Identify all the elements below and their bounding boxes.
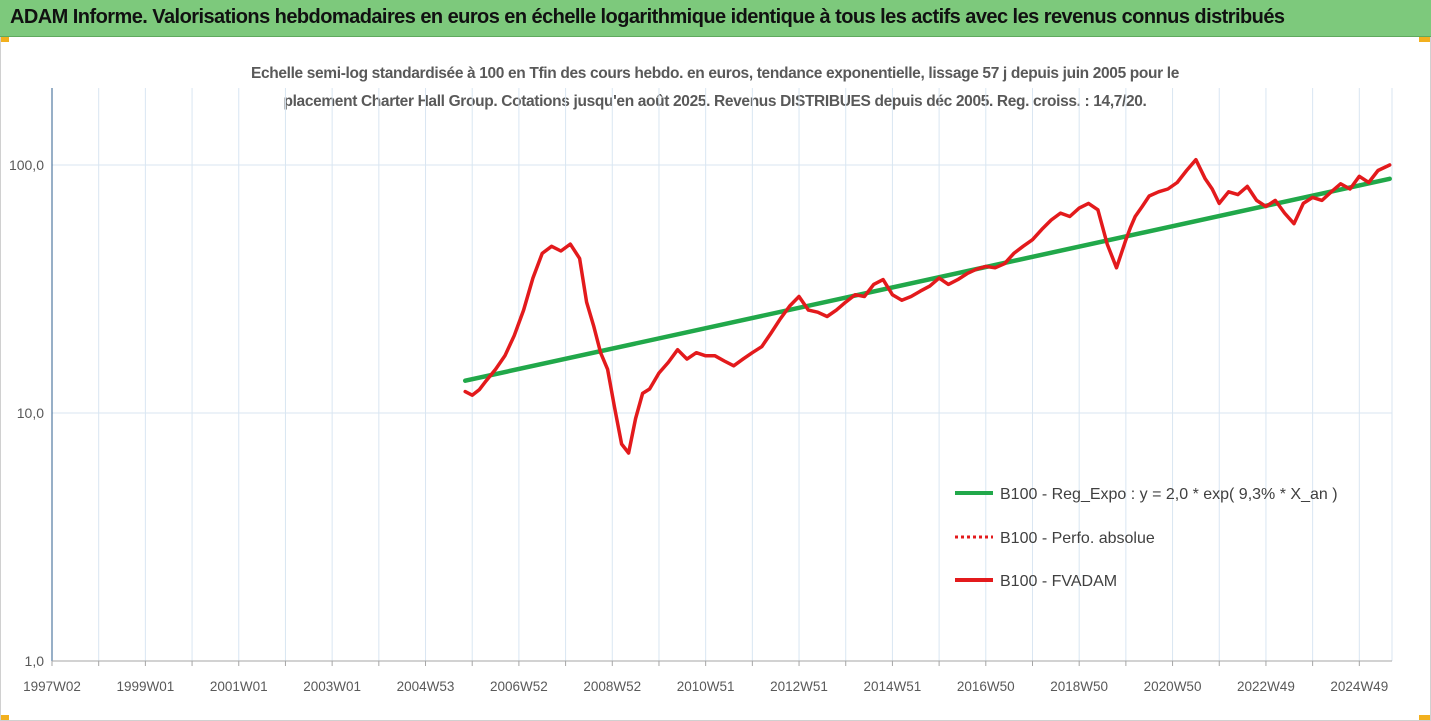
legend: B100 - Reg_Expo : y = 2,0 * exp( 9,3% * … [955, 486, 1338, 590]
corner-marker-top-left [0, 37, 9, 42]
chart-title-line-2: placement Charter Hall Group. Cotations … [283, 93, 1147, 110]
legend-label: B100 - FVADAM [1000, 573, 1117, 590]
x-tick-label: 2001W01 [210, 679, 268, 694]
x-tick-label: 1997W02 [23, 679, 81, 694]
x-tick-label: 2020W50 [1144, 679, 1202, 694]
x-tick-label: 2004W53 [397, 679, 455, 694]
x-tick-label: 2012W51 [770, 679, 828, 694]
y-tick-label: 10,0 [17, 405, 44, 421]
axes: 100,0 10,0 1,0 1997W02 1999W01 2001W01 2003W01… [9, 88, 1392, 694]
x-tick-label: 2006W52 [490, 679, 548, 694]
x-tick-label: 2010W51 [677, 679, 735, 694]
chart-title-line-1: Echelle semi-log standardisée à 100 en T… [250, 65, 1180, 82]
x-tick-label: 2016W50 [957, 679, 1015, 694]
corner-marker-bottom-left [0, 715, 9, 721]
regression-line [462, 176, 1392, 383]
title-banner: ADAM Informe. Valorisations hebdomadaire… [0, 0, 1431, 37]
x-tick-label: 2024W49 [1330, 679, 1388, 694]
x-tick-label: 1999W01 [116, 679, 174, 694]
x-tick-label: 2022W49 [1237, 679, 1295, 694]
x-tick-label: 2014W51 [864, 679, 922, 694]
legend-label: B100 - Reg_Expo : y = 2,0 * exp( 9,3% * … [1000, 486, 1338, 503]
series-line-2 [463, 157, 1392, 455]
corner-marker-top-right [1419, 37, 1431, 42]
series-lines [462, 157, 1392, 455]
gridlines [51, 88, 1393, 662]
x-tick-label: 2003W01 [303, 679, 361, 694]
corner-marker-bottom-right [1419, 715, 1431, 721]
legend-label: B100 - Perfo. absolue [1000, 530, 1155, 547]
banner-title: ADAM Informe. Valorisations hebdomadaire… [10, 6, 1285, 28]
y-tick-label: 100,0 [9, 157, 44, 173]
y-tick-label: 1,0 [25, 653, 45, 669]
x-tick-label: 2008W52 [583, 679, 641, 694]
x-tick-label: 2018W50 [1050, 679, 1108, 694]
